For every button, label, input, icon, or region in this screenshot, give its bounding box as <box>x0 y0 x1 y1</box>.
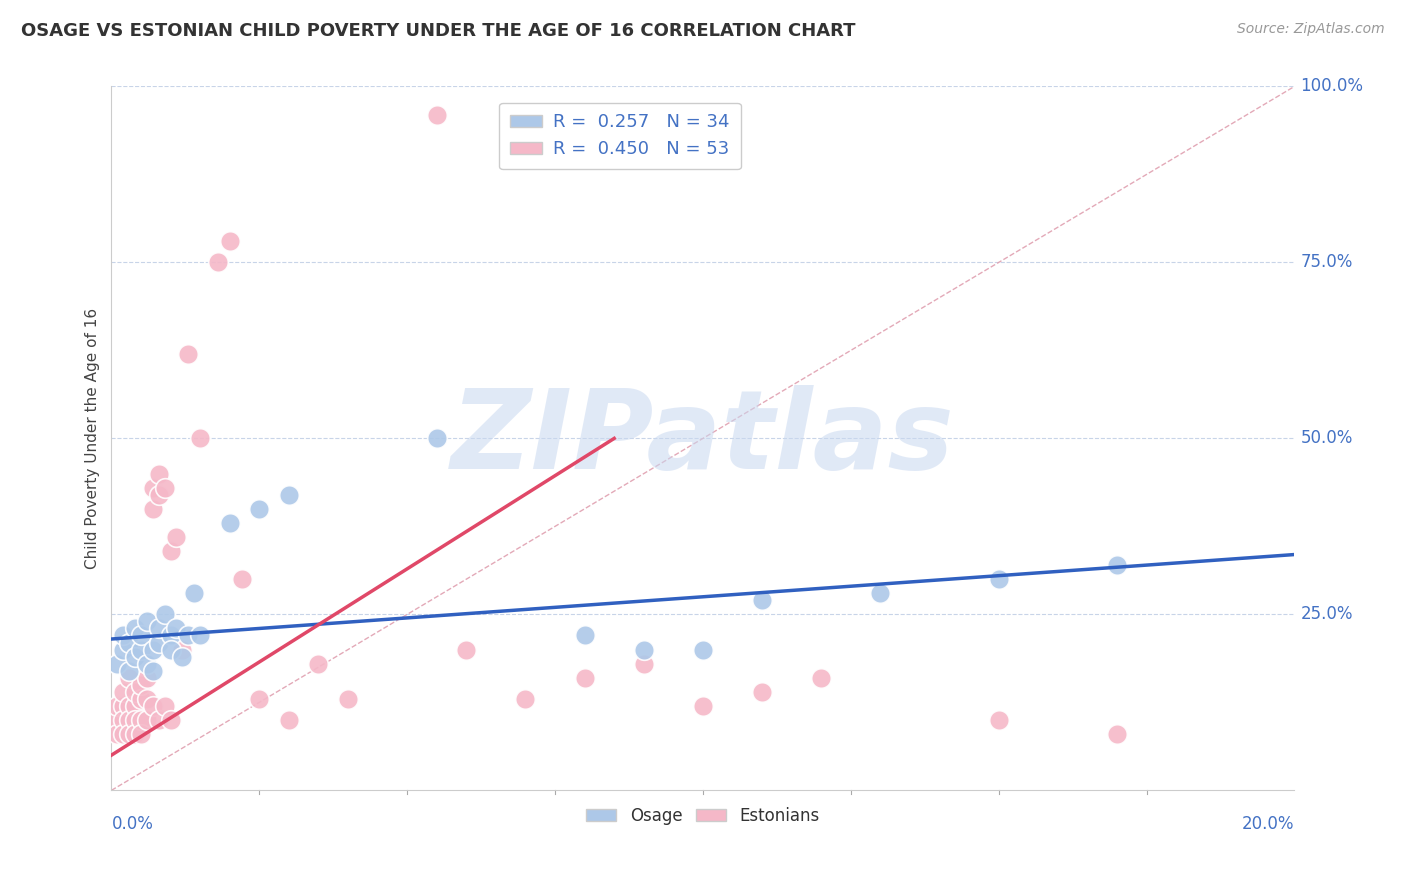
Point <box>124 713 146 727</box>
Point <box>159 628 181 642</box>
Point <box>142 501 165 516</box>
Point <box>574 628 596 642</box>
Point <box>692 642 714 657</box>
Point <box>118 635 141 649</box>
Point <box>1105 558 1128 573</box>
Point <box>426 431 449 445</box>
Point <box>112 628 135 642</box>
Point <box>124 685 146 699</box>
Point <box>124 622 146 636</box>
Point <box>105 727 128 741</box>
Point <box>277 488 299 502</box>
Point <box>129 628 152 642</box>
Point <box>148 622 170 636</box>
Point <box>159 642 181 657</box>
Point <box>188 431 211 445</box>
Text: 20.0%: 20.0% <box>1241 815 1295 833</box>
Text: OSAGE VS ESTONIAN CHILD POVERTY UNDER THE AGE OF 16 CORRELATION CHART: OSAGE VS ESTONIAN CHILD POVERTY UNDER TH… <box>21 22 856 40</box>
Point <box>515 691 537 706</box>
Point <box>166 622 188 636</box>
Point <box>218 516 240 530</box>
Point <box>153 481 176 495</box>
Point <box>129 713 152 727</box>
Point <box>218 235 240 249</box>
Point <box>869 586 891 600</box>
Point <box>1105 727 1128 741</box>
Point <box>987 713 1010 727</box>
Point <box>148 713 170 727</box>
Point <box>118 713 141 727</box>
Point <box>118 698 141 713</box>
Point <box>135 691 157 706</box>
Text: 100.0%: 100.0% <box>1301 78 1364 95</box>
Point <box>337 691 360 706</box>
Point <box>172 642 194 657</box>
Point <box>153 698 176 713</box>
Point <box>810 671 832 685</box>
Point <box>307 657 329 671</box>
Point <box>112 685 135 699</box>
Point <box>142 642 165 657</box>
Point <box>751 593 773 607</box>
Point <box>247 691 270 706</box>
Point <box>231 572 253 586</box>
Point <box>456 642 478 657</box>
Point <box>124 649 146 664</box>
Point <box>112 727 135 741</box>
Point <box>118 727 141 741</box>
Point <box>135 671 157 685</box>
Point <box>148 467 170 481</box>
Text: ZIPatlas: ZIPatlas <box>451 385 955 491</box>
Point <box>987 572 1010 586</box>
Point <box>247 501 270 516</box>
Point <box>633 657 655 671</box>
Y-axis label: Child Poverty Under the Age of 16: Child Poverty Under the Age of 16 <box>86 308 100 569</box>
Point <box>177 628 200 642</box>
Point <box>574 671 596 685</box>
Text: 50.0%: 50.0% <box>1301 429 1353 448</box>
Point <box>177 347 200 361</box>
Point <box>112 642 135 657</box>
Point <box>142 664 165 678</box>
Point <box>118 664 141 678</box>
Point <box>159 544 181 558</box>
Point <box>129 678 152 692</box>
Point <box>426 107 449 121</box>
Point <box>277 713 299 727</box>
Point <box>105 657 128 671</box>
Point <box>159 713 181 727</box>
Point <box>112 698 135 713</box>
Point <box>148 488 170 502</box>
Text: 25.0%: 25.0% <box>1301 606 1353 624</box>
Text: Source: ZipAtlas.com: Source: ZipAtlas.com <box>1237 22 1385 37</box>
Point <box>129 727 152 741</box>
Point <box>105 698 128 713</box>
Point <box>105 713 128 727</box>
Point <box>183 586 205 600</box>
Point <box>188 628 211 642</box>
Point <box>142 481 165 495</box>
Text: 0.0%: 0.0% <box>111 815 153 833</box>
Point <box>118 671 141 685</box>
Point <box>129 642 152 657</box>
Point <box>112 713 135 727</box>
Point <box>148 635 170 649</box>
Point <box>124 727 146 741</box>
Point <box>135 713 157 727</box>
Point <box>142 698 165 713</box>
Point <box>124 698 146 713</box>
Legend: Osage, Estonians: Osage, Estonians <box>579 800 827 831</box>
Point <box>692 698 714 713</box>
Point <box>166 530 188 544</box>
Text: 75.0%: 75.0% <box>1301 253 1353 271</box>
Point <box>172 649 194 664</box>
Point <box>135 615 157 629</box>
Point <box>135 657 157 671</box>
Point <box>153 607 176 622</box>
Point <box>129 691 152 706</box>
Point <box>207 255 229 269</box>
Point <box>633 642 655 657</box>
Point <box>751 685 773 699</box>
